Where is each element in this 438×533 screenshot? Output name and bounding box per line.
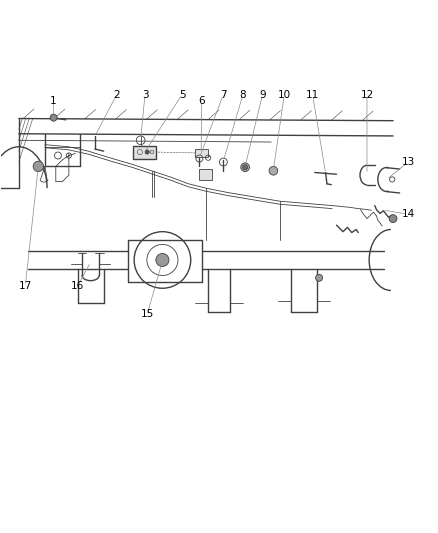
Text: 3: 3 bbox=[142, 90, 148, 100]
Text: 16: 16 bbox=[71, 281, 84, 291]
Text: 10: 10 bbox=[278, 90, 291, 100]
Text: 13: 13 bbox=[402, 157, 415, 167]
Text: 8: 8 bbox=[240, 90, 246, 100]
Text: 5: 5 bbox=[179, 90, 185, 100]
Text: 7: 7 bbox=[220, 90, 226, 100]
Text: 9: 9 bbox=[259, 90, 266, 100]
Circle shape bbox=[33, 161, 44, 172]
Circle shape bbox=[316, 274, 322, 281]
FancyBboxPatch shape bbox=[194, 149, 208, 157]
Text: 12: 12 bbox=[360, 90, 374, 100]
Text: 11: 11 bbox=[306, 90, 319, 100]
Circle shape bbox=[241, 163, 250, 172]
Circle shape bbox=[145, 150, 149, 154]
Text: 17: 17 bbox=[19, 281, 32, 291]
FancyBboxPatch shape bbox=[199, 169, 212, 180]
FancyBboxPatch shape bbox=[133, 146, 156, 158]
Text: 1: 1 bbox=[50, 96, 57, 106]
Text: 2: 2 bbox=[113, 90, 120, 100]
Text: 6: 6 bbox=[198, 96, 205, 106]
Circle shape bbox=[389, 215, 397, 223]
Circle shape bbox=[243, 165, 248, 170]
Text: 15: 15 bbox=[141, 309, 154, 319]
Circle shape bbox=[50, 114, 57, 121]
Circle shape bbox=[269, 166, 278, 175]
Text: 14: 14 bbox=[402, 209, 415, 219]
Circle shape bbox=[156, 254, 169, 266]
